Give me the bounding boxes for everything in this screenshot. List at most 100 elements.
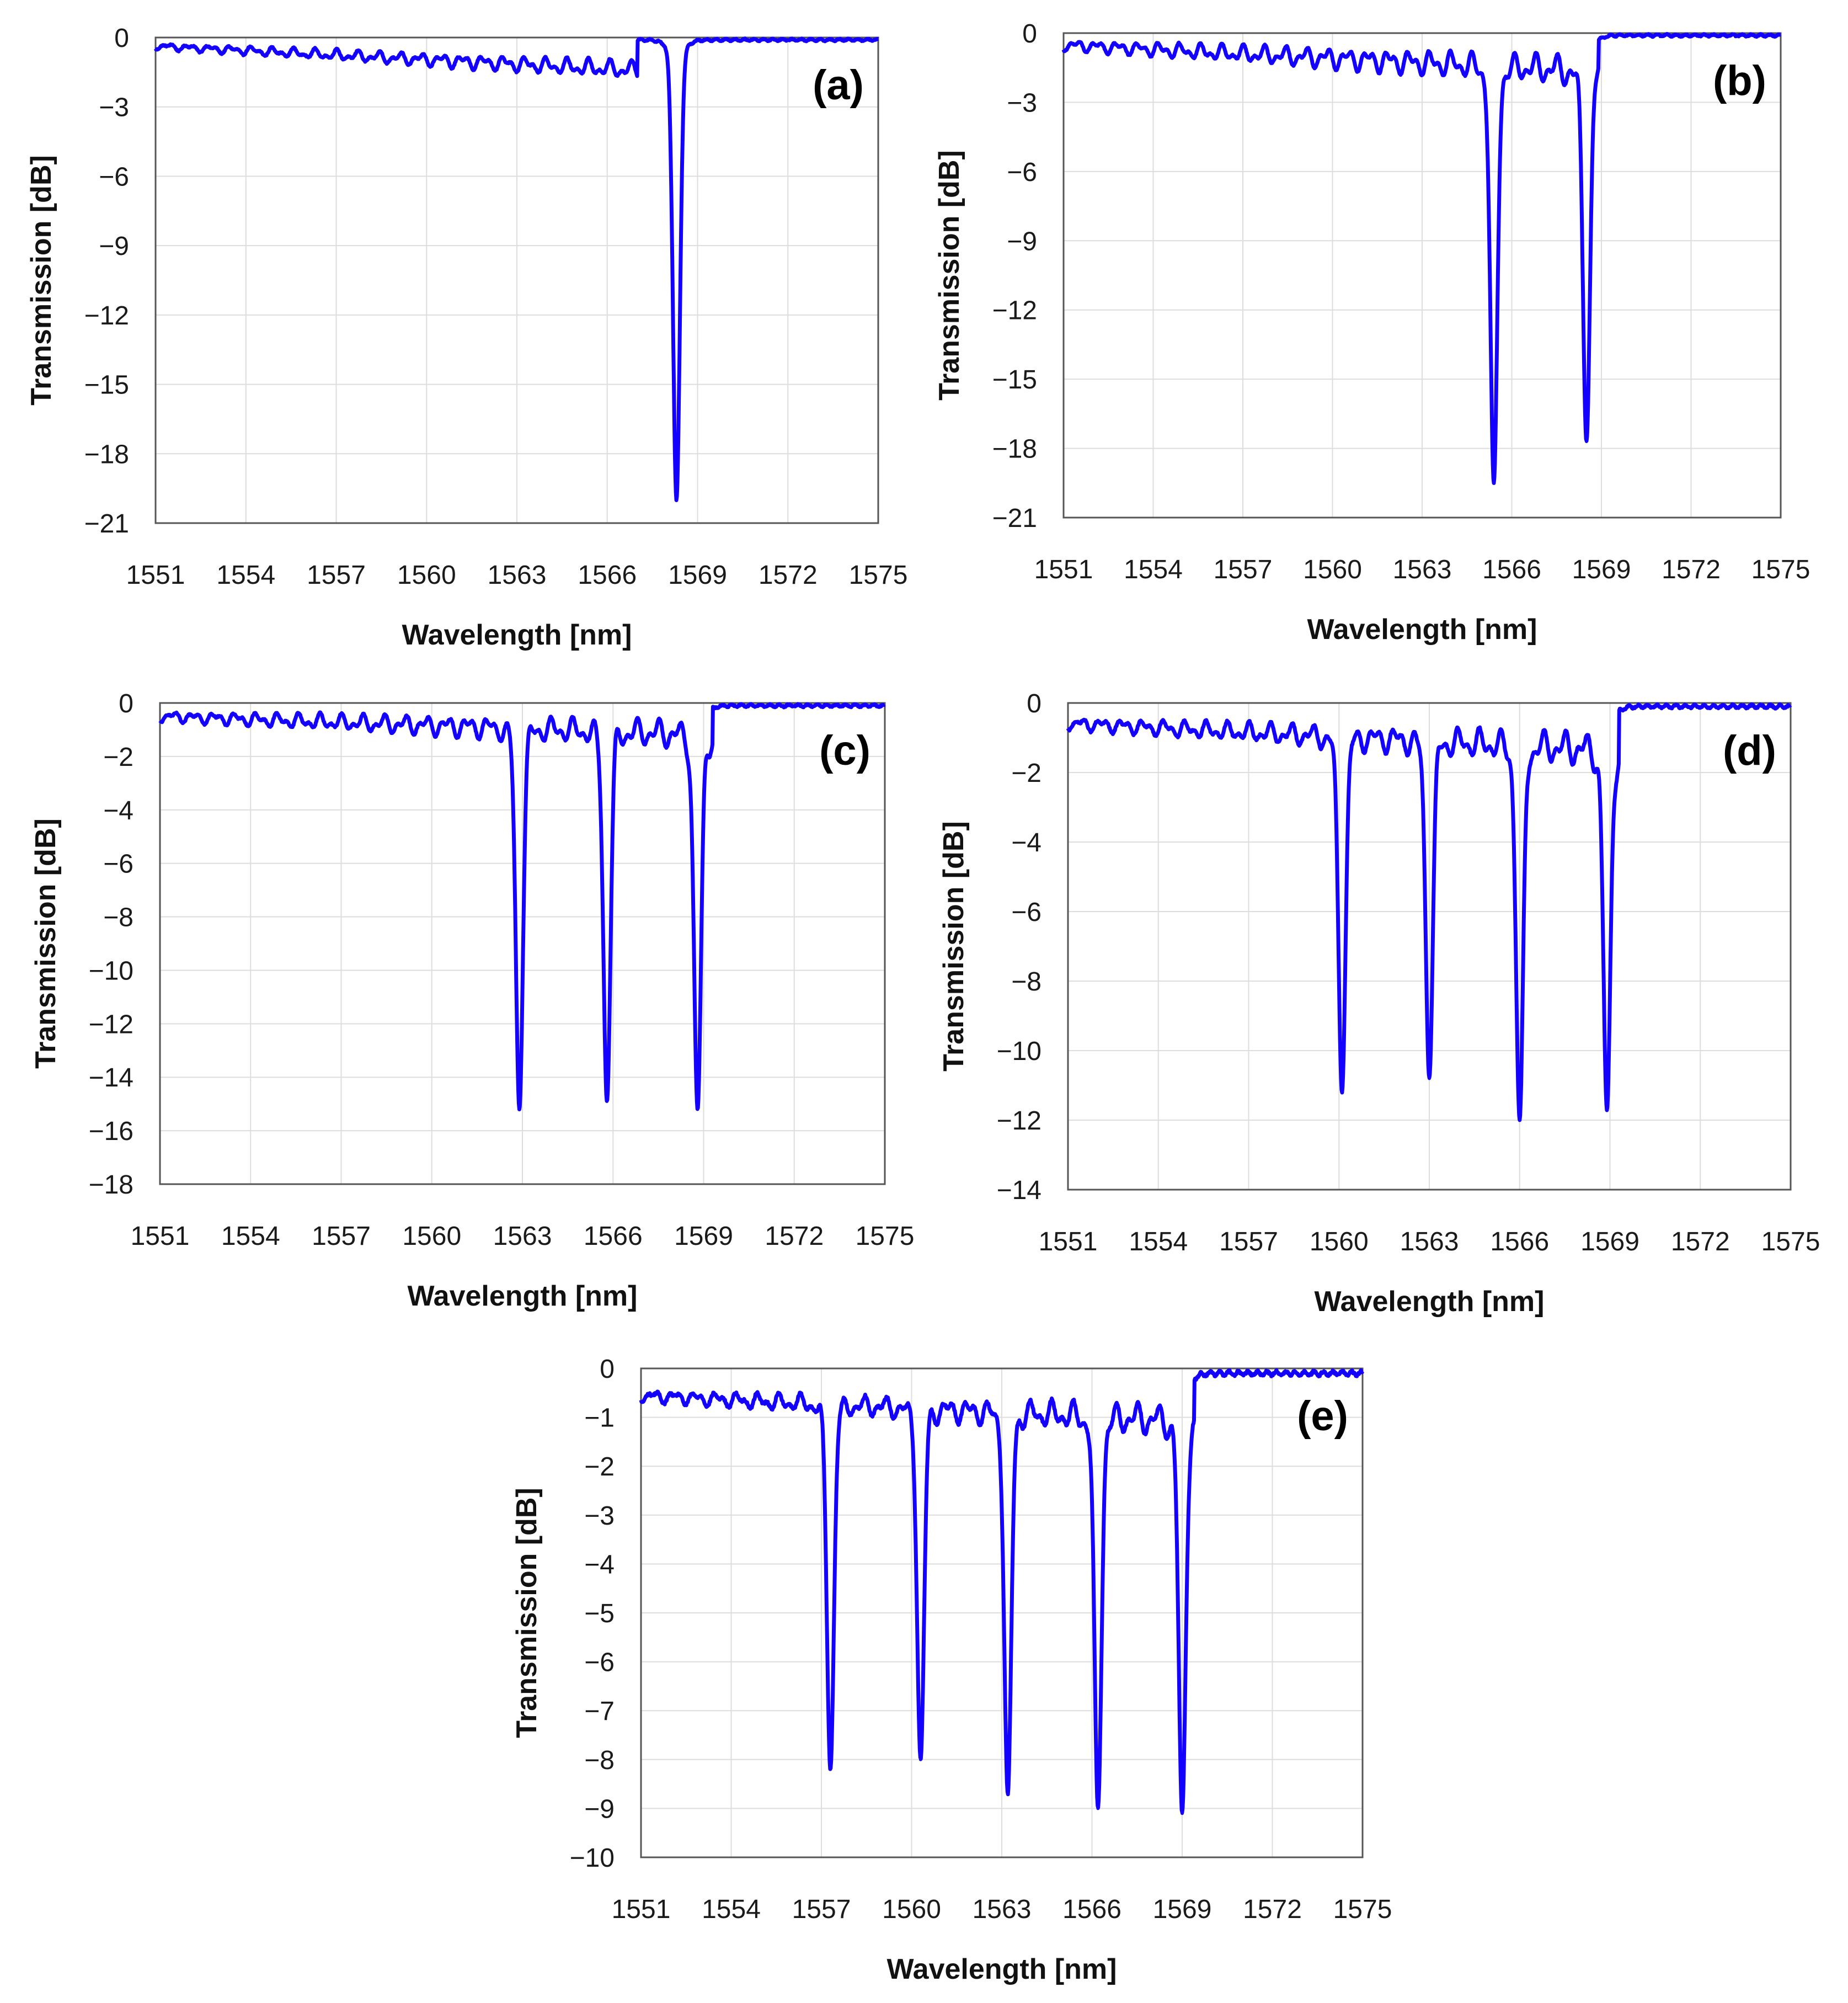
x-tick-label: 1575: [1751, 555, 1810, 584]
y-tick-label: −2: [584, 1452, 615, 1482]
x-tick-label: 1563: [488, 561, 547, 590]
x-tick-label: 1554: [1129, 1227, 1188, 1256]
y-tick-label: −18: [84, 440, 129, 469]
dip-point-0: [829, 1767, 832, 1771]
y-tick-label: −7: [584, 1697, 615, 1726]
x-tick-label: 1563: [973, 1895, 1032, 1924]
x-tick-label: 1572: [759, 561, 818, 590]
x-axis-title: Wavelength [nm]: [1315, 1286, 1545, 1318]
x-tick-label: 1575: [1761, 1227, 1820, 1256]
x-tick-label: 1554: [216, 561, 275, 590]
y-tick-label: −2: [1011, 759, 1041, 788]
x-tick-label: 1569: [668, 561, 727, 590]
x-tick-label: 1569: [1580, 1227, 1639, 1256]
x-tick-label: 1551: [612, 1895, 671, 1924]
x-tick-label: 1566: [584, 1222, 643, 1251]
panel-label: (e): [1297, 1393, 1348, 1440]
x-tick-label: 1569: [1153, 1895, 1212, 1924]
y-tick-label: −15: [992, 365, 1037, 395]
dip-point-2: [1006, 1792, 1010, 1796]
plot-frame: [1067, 702, 1792, 1191]
x-tick-label: 1563: [1400, 1227, 1459, 1256]
y-tick-label: −3: [584, 1501, 615, 1531]
x-tick-label: 1569: [1572, 555, 1631, 584]
dip-point-0: [1340, 1090, 1344, 1094]
y-tick-label: −6: [584, 1648, 615, 1677]
y-tick-label: −16: [89, 1117, 133, 1146]
y-tick-label: −9: [99, 232, 129, 261]
chart-panel-1: 1551 1554 1557 1560 1563 1566 1569 1572 1575 0 −3 −…: [933, 19, 1810, 646]
y-tick-label: −4: [584, 1550, 615, 1579]
x-tick-label: 1551: [1039, 1227, 1098, 1256]
y-tick-label: −12: [84, 301, 129, 331]
x-tick-label: 1572: [1243, 1895, 1302, 1924]
dip-point-4: [1181, 1812, 1184, 1815]
y-tick-label: −3: [99, 93, 129, 122]
y-tick-label: −6: [103, 850, 133, 879]
y-axis-title: Transmission [dB]: [511, 1488, 543, 1738]
y-tick-label: −12: [992, 296, 1037, 326]
x-axis-title: Wavelength [nm]: [887, 1953, 1117, 1985]
dip-point-1: [605, 1099, 609, 1103]
dip-point-0: [517, 1107, 521, 1111]
x-tick-label: 1572: [1662, 555, 1721, 584]
y-tick-label: −6: [1011, 898, 1041, 927]
y-tick-label: −6: [1007, 158, 1037, 187]
x-tick-label: 1560: [402, 1222, 461, 1251]
x-tick-label: 1551: [1034, 555, 1093, 584]
x-tick-label: 1575: [856, 1222, 915, 1251]
x-tick-label: 1554: [702, 1895, 761, 1924]
x-tick-label: 1575: [1333, 1895, 1392, 1924]
x-tick-label: 1557: [312, 1222, 371, 1251]
y-tick-label: 0: [119, 689, 133, 718]
x-tick-label: 1560: [882, 1895, 941, 1924]
y-tick-label: −21: [992, 504, 1037, 533]
y-tick-label: 0: [114, 24, 129, 53]
dip-point-3: [1605, 1108, 1609, 1112]
plot-frame: [154, 36, 879, 524]
y-tick-label: −21: [84, 509, 129, 539]
x-tick-label: 1557: [307, 561, 366, 590]
x-tick-label: 1563: [493, 1222, 552, 1251]
x-tick-label: 1551: [126, 561, 185, 590]
transmission-series: [153, 36, 880, 502]
chart-panel-3: 1551 1554 1557 1560 1563 1566 1569 1572 1575 0 −2 −…: [938, 689, 1820, 1318]
y-tick-label: −8: [103, 903, 133, 933]
chart-panel-0: 1551 1554 1557 1560 1563 1566 1569 1572 1575 0 −3 −…: [25, 24, 907, 651]
x-tick-label: 1551: [131, 1222, 190, 1251]
x-tick-label: 1554: [221, 1222, 280, 1251]
x-tick-label: 1572: [765, 1222, 824, 1251]
x-tick-label: 1554: [1124, 555, 1183, 584]
x-tick-label: 1566: [1482, 555, 1541, 584]
y-tick-label: −9: [584, 1794, 615, 1824]
y-tick-label: −5: [584, 1599, 615, 1628]
x-tick-label: 1560: [1310, 1227, 1369, 1256]
x-tick-label: 1563: [1393, 555, 1452, 584]
y-tick-label: −18: [89, 1170, 133, 1200]
x-tick-label: 1557: [792, 1895, 851, 1924]
plot-frame: [640, 1367, 1364, 1858]
y-tick-label: 0: [1022, 19, 1037, 49]
y-tick-label: 0: [1027, 689, 1041, 718]
y-axis-title: Transmission [dB]: [938, 821, 970, 1072]
panel-label: (d): [1723, 727, 1776, 774]
dip-point-2: [1518, 1118, 1521, 1122]
y-tick-label: −12: [997, 1106, 1041, 1136]
panel-label: (c): [819, 727, 870, 774]
y-tick-label: −2: [103, 743, 133, 772]
y-tick-label: −1: [584, 1404, 615, 1433]
x-axis-title: Wavelength [nm]: [1307, 614, 1537, 646]
x-axis-title: Wavelength [nm]: [402, 619, 632, 651]
y-tick-label: −10: [570, 1844, 615, 1873]
y-tick-label: −14: [89, 1063, 133, 1093]
dip-point-1: [1428, 1077, 1431, 1080]
x-tick-label: 1560: [1303, 555, 1362, 584]
dip-point-0: [675, 498, 679, 502]
y-tick-label: −8: [1011, 967, 1041, 997]
y-tick-label: −9: [1007, 227, 1037, 256]
x-tick-label: 1566: [578, 561, 637, 590]
transmission-series: [158, 702, 886, 1111]
dip-point-3: [1096, 1807, 1100, 1810]
transmission-series: [1061, 32, 1782, 485]
